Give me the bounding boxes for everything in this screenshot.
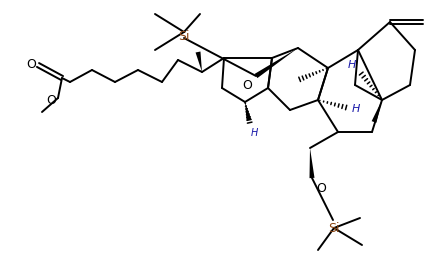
Text: O: O bbox=[242, 79, 252, 92]
Polygon shape bbox=[245, 102, 252, 121]
Polygon shape bbox=[196, 51, 202, 72]
Text: H: H bbox=[251, 128, 258, 138]
Polygon shape bbox=[255, 48, 298, 78]
Text: O: O bbox=[46, 93, 56, 106]
Text: Si: Si bbox=[178, 29, 190, 43]
Polygon shape bbox=[309, 148, 314, 178]
Text: O: O bbox=[316, 182, 326, 195]
Text: O: O bbox=[26, 58, 36, 72]
Polygon shape bbox=[371, 100, 382, 123]
Text: H: H bbox=[352, 104, 360, 114]
Text: Si: Si bbox=[328, 222, 340, 234]
Text: H: H bbox=[348, 60, 356, 70]
